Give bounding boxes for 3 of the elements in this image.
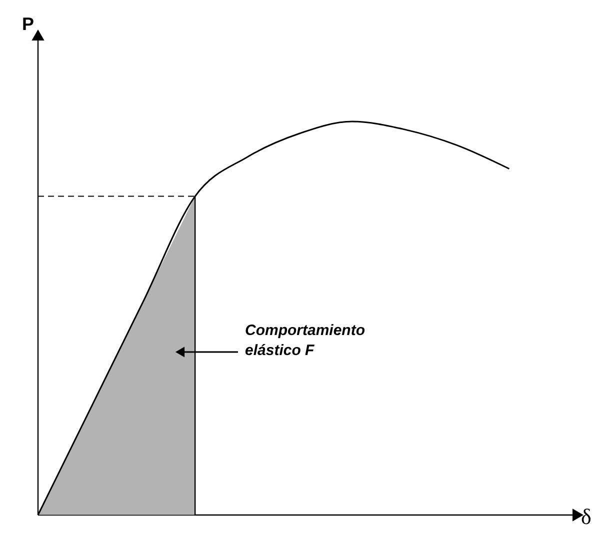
y-axis-title: P [22,14,34,34]
annotation: Comportamiento elástico F [245,322,365,359]
x-axis-title: δ [581,504,592,529]
